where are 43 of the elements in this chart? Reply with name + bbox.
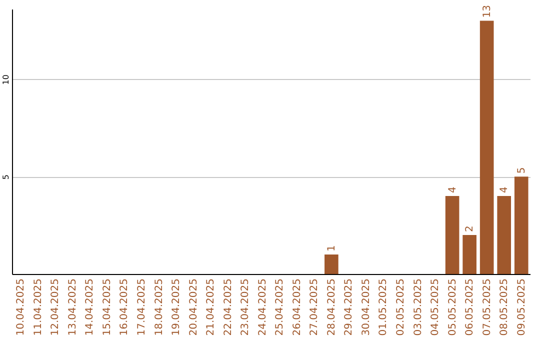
- x-tick-label: 10.04.2025: [16, 278, 27, 336]
- bar: [497, 196, 512, 274]
- x-tick-label: 11.04.2025: [32, 278, 44, 336]
- x-tick-label: 17.04.2025: [136, 278, 148, 336]
- y-tick-label: 10: [2, 74, 10, 85]
- x-tick-label: 19.04.2025: [171, 278, 182, 336]
- x-tick-label: 21.04.2025: [206, 278, 217, 336]
- x-tick-label: 22.04.2025: [222, 278, 234, 336]
- x-tick-label: 29.04.2025: [344, 278, 355, 336]
- x-tick-label: 26.04.2025: [292, 278, 303, 336]
- x-tick-label: 09.05.2025: [516, 278, 528, 336]
- x-tick-label: 01.05.2025: [378, 278, 390, 336]
- bar: [324, 254, 338, 274]
- x-tick-label: 02.05.2025: [396, 278, 406, 336]
- x-tick-label: 28.04.2025: [326, 278, 338, 336]
- x-tick-label: 07.05.2025: [482, 278, 493, 336]
- x-tick-label: 03.05.2025: [412, 278, 424, 336]
- bar: [462, 235, 476, 274]
- x-tick-label: 15.04.2025: [102, 278, 113, 336]
- data-label: 2: [464, 226, 476, 232]
- bar: [480, 20, 494, 274]
- x-tick-label: 05.05.2025: [447, 278, 458, 336]
- x-tick-label: 04.05.2025: [430, 278, 442, 336]
- x-tick-label: 30.04.2025: [360, 278, 372, 336]
- x-tick-label: 20.04.2025: [188, 278, 200, 336]
- bar: [514, 176, 528, 274]
- x-tick-label: 08.05.2025: [499, 278, 510, 336]
- x-tick-label: 18.04.2025: [154, 278, 165, 336]
- x-tick-label: 16.04.2025: [119, 278, 130, 336]
- x-tick-label: 13.04.2025: [67, 278, 78, 336]
- data-label: 13: [482, 4, 493, 18]
- x-tick-label: 25.04.2025: [274, 278, 286, 336]
- x-tick-label: 23.04.2025: [240, 278, 252, 336]
- x-tick-label: 06.05.2025: [464, 278, 476, 336]
- data-label: 4: [447, 186, 458, 194]
- data-label: 5: [516, 167, 528, 174]
- x-tick-label: 24.04.2025: [257, 278, 268, 336]
- x-tick-label: 14.04.2025: [84, 278, 96, 336]
- data-label: 1: [326, 245, 338, 252]
- x-tick-label: 27.04.2025: [309, 278, 320, 336]
- bar: [445, 196, 460, 274]
- x-tick-label: 12.04.2025: [50, 278, 62, 336]
- data-label: 4: [499, 186, 510, 194]
